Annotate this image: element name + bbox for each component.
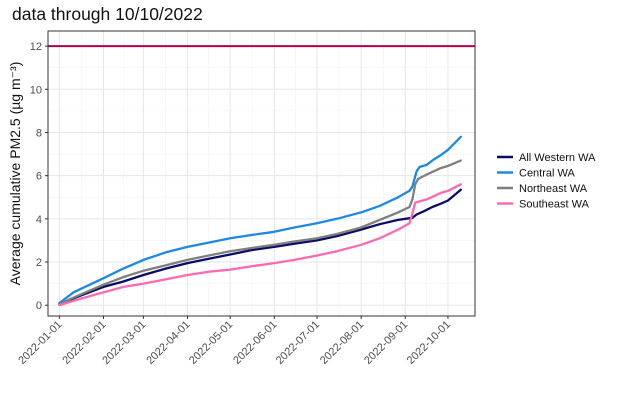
x-tick-label: 2022-09-01 xyxy=(362,319,410,367)
legend-label: Central WA xyxy=(519,168,575,180)
legend-label: All Western WA xyxy=(519,152,596,164)
y-tick-label: 2 xyxy=(36,257,42,269)
x-tick-label: 2022-03-01 xyxy=(100,319,148,367)
y-tick-label: 8 xyxy=(36,127,42,139)
x-tick-label: 2022-08-01 xyxy=(318,319,366,367)
series-line-southeast-wa xyxy=(58,183,462,307)
plot-border xyxy=(47,30,476,317)
x-axis-ticks: 2022-01-012022-02-012022-03-012022-04-01… xyxy=(16,316,453,367)
legend-label: Northeast WA xyxy=(519,183,588,195)
x-tick-label: 2022-07-01 xyxy=(274,319,322,367)
y-tick-label: 10 xyxy=(30,84,42,96)
series-lines xyxy=(58,135,462,307)
x-tick-label: 2022-10-01 xyxy=(405,319,453,367)
x-tick-label: 2022-06-01 xyxy=(231,319,279,367)
series-line-central-wa xyxy=(58,135,462,305)
legend: All Western WA Central WA Northeast WA Sout… xyxy=(497,152,596,211)
legend-label: Southeast WA xyxy=(519,199,590,211)
x-tick-label: 2022-01-01 xyxy=(16,319,64,367)
series-line-northeast-wa xyxy=(58,159,462,306)
y-axis-ticks: 0 2 4 6 8 10 12 xyxy=(30,41,48,312)
x-tick-label: 2022-04-01 xyxy=(144,319,192,367)
series-line-all-western-wa xyxy=(58,188,462,306)
y-tick-label: 4 xyxy=(36,214,42,226)
y-tick-label: 6 xyxy=(36,171,42,183)
y-tick-label: 12 xyxy=(30,41,42,53)
y-axis-label: Average cumulative PM2.5 (µg m⁻³) xyxy=(7,62,23,286)
x-tick-label: 2022-05-01 xyxy=(187,319,235,367)
y-tick-label: 0 xyxy=(36,300,42,312)
chart-title: data through 10/10/2022 xyxy=(12,4,203,24)
